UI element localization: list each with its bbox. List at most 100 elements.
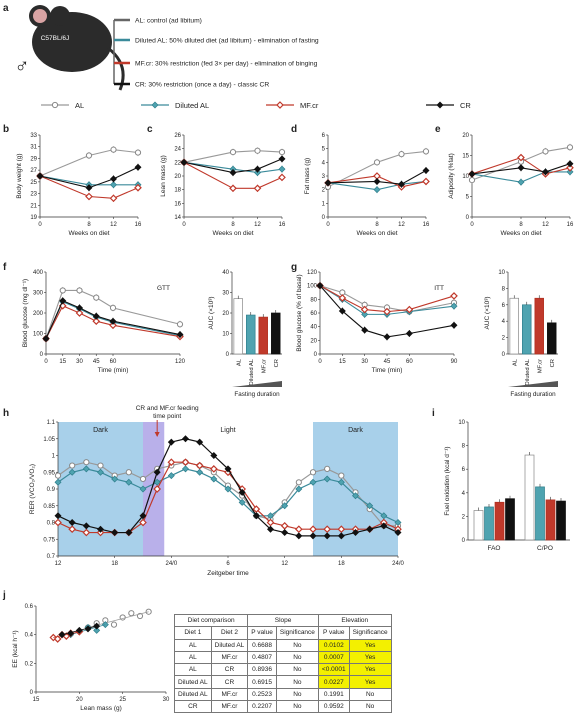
y-tick-label: 200 xyxy=(33,311,44,317)
y-tick-label: 26 xyxy=(174,133,181,139)
y-tick-label: 15 xyxy=(462,154,469,160)
bar-cr xyxy=(505,498,515,541)
data-point xyxy=(468,177,476,184)
table-row: Diluted AL CR 0.6915 No 0.0227 Yes xyxy=(174,675,392,689)
bar-cr xyxy=(547,322,557,355)
data-point xyxy=(167,438,175,446)
data-point xyxy=(252,505,261,513)
data-point xyxy=(566,163,574,172)
table-cell: No xyxy=(275,700,319,714)
axes-f: 0 100 200 300 400 0 15 30 45 60 120 Time (min) Blood… xyxy=(22,270,186,374)
x-tick-label: 6 xyxy=(226,561,230,567)
y-tick-label: 120 xyxy=(307,270,318,276)
y-tick-label: 40 xyxy=(310,325,317,331)
y-axis-label: Fuel oxidation (kcal d⁻¹) xyxy=(444,446,451,515)
table-cell: No xyxy=(348,687,392,702)
scatter-point xyxy=(53,635,62,643)
data-point xyxy=(176,331,184,339)
bar-category-label: CR xyxy=(274,359,280,367)
data-point xyxy=(361,326,369,334)
x-tick-label: 18 xyxy=(338,561,345,567)
y-tick-label: 24 xyxy=(174,147,181,153)
y-tick-label: 0.95 xyxy=(43,470,55,476)
data-point xyxy=(109,321,117,330)
y-axis-label: Blood glucose (mg dl⁻¹) xyxy=(22,279,29,347)
data-point xyxy=(92,312,100,320)
feeding-label: CR and MF.cr feeding xyxy=(136,405,199,412)
axes-b: 19 21 23 25 27 29 31 33 0 8 12 16 Weeks on diet Body … xyxy=(16,133,142,237)
series-line-al xyxy=(39,149,139,177)
data-point xyxy=(134,163,142,171)
bar-category-label: Diluted AL xyxy=(525,358,531,385)
y-tick-label: 0 xyxy=(40,352,44,358)
scatter-point xyxy=(128,610,135,617)
panel-letter-h: h xyxy=(3,408,10,419)
data-point xyxy=(360,305,369,314)
x-axis-label: Weeks on diet xyxy=(212,230,253,237)
data-point xyxy=(59,287,66,294)
y-tick-label: 30 xyxy=(222,291,229,297)
data-point xyxy=(394,529,402,537)
y-axis-label: Body weight (g) xyxy=(16,153,23,198)
axes-f-auc: 0 10 20 30 40 AUC (×10³) AL Diluted AL MF.cr CR Fa… xyxy=(208,270,282,398)
x-axis-label: Time (min) xyxy=(372,367,403,374)
series-line-mfcr xyxy=(39,175,139,199)
table-subheader-row: Diet 1 Diet 2 P value Significance P val… xyxy=(174,626,392,640)
y-tick-label: 33 xyxy=(30,133,37,139)
data-point xyxy=(97,468,104,476)
table-cell: Diluted AL xyxy=(210,638,249,652)
table-cell: No xyxy=(275,663,319,677)
axes-j: 0 0.2 0.4 0.6 15 20 25 30 Lean mass (g) EE (kcal … xyxy=(12,604,170,712)
group-label: FAO xyxy=(487,545,500,552)
x-tick-label: 0 xyxy=(318,359,322,365)
data-point xyxy=(337,478,345,486)
data-point xyxy=(83,459,90,466)
data-point xyxy=(167,472,175,480)
x-tick-label: 0 xyxy=(326,222,330,228)
data-point xyxy=(111,475,119,483)
y-tick-label: 22 xyxy=(174,160,181,166)
feeding-arrowhead-icon xyxy=(154,432,160,437)
y-tick-label: 23 xyxy=(30,192,37,198)
data-point xyxy=(323,525,332,534)
y-tick-label: 0.6 xyxy=(25,604,34,610)
data-point xyxy=(125,478,133,486)
table-header-cell: Slope xyxy=(247,613,319,628)
data-point xyxy=(422,167,430,175)
series-line-al xyxy=(319,285,455,313)
y-axis-label: EE (kcal h⁻¹) xyxy=(12,630,19,667)
panel-letter-j: j xyxy=(3,590,6,601)
stats-table: Diet comparison Slope Elevation Diet 1 D… xyxy=(173,613,392,714)
y-tick-label: 80 xyxy=(310,297,317,303)
y-tick-label: 4 xyxy=(322,160,326,166)
data-point xyxy=(82,528,91,537)
series-line-mfcr xyxy=(327,175,427,188)
bar-mfcr xyxy=(258,316,268,355)
table-row: AL CR 0.8936 No <0.0001 Yes xyxy=(174,663,392,677)
y-axis-label: AUC (×10³) xyxy=(208,296,215,329)
panel-letter-f: f xyxy=(3,262,7,273)
data-point xyxy=(252,512,260,520)
data-point xyxy=(309,532,317,540)
table-cell: 0.6915 xyxy=(247,675,277,689)
table-cell: 0.4807 xyxy=(247,650,277,665)
data-point xyxy=(450,292,458,300)
scatter-point xyxy=(58,631,66,639)
y-tick-label: 14 xyxy=(174,215,181,221)
table-cell-highlighted: 0.0227 xyxy=(317,675,350,689)
mouse-tail-icon xyxy=(107,46,125,91)
data-point xyxy=(85,184,93,192)
data-point xyxy=(422,177,430,186)
data-point xyxy=(450,321,458,329)
table-cell: 0.2207 xyxy=(247,700,277,714)
y-tick-label: 5 xyxy=(466,195,470,201)
itt-tag: ITT xyxy=(434,285,444,292)
data-point xyxy=(309,469,317,476)
data-point xyxy=(323,475,331,483)
table-cell-highlighted: Yes xyxy=(348,638,392,652)
data-point xyxy=(398,180,405,188)
series-line-mfcr xyxy=(319,285,455,313)
y-tick-label: 29 xyxy=(30,156,37,162)
data-point xyxy=(54,478,62,486)
data-point xyxy=(69,462,76,469)
